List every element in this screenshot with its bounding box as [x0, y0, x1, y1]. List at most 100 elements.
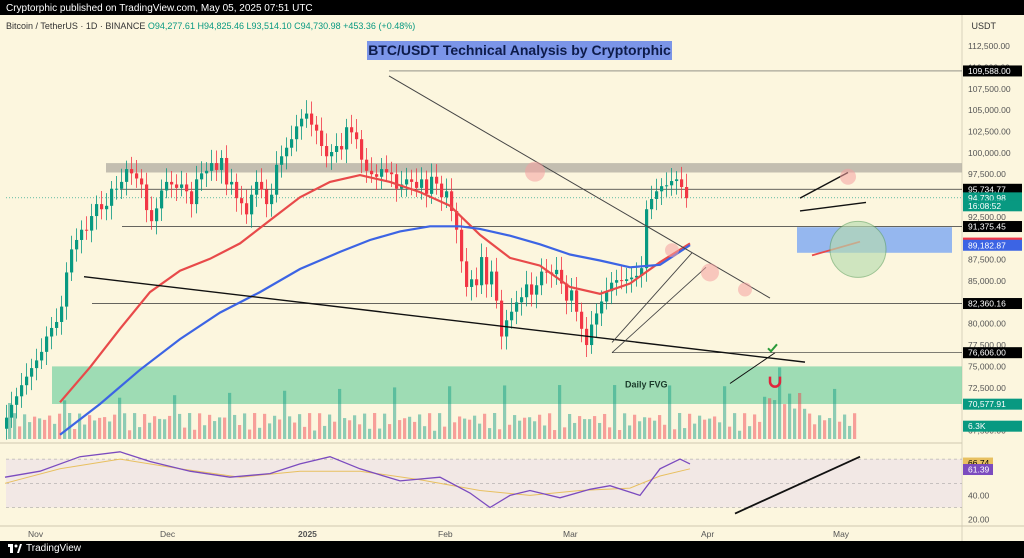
volume-bar	[33, 416, 37, 439]
candle-body	[605, 291, 609, 302]
volume-bar	[358, 424, 362, 439]
candle-body	[350, 127, 354, 133]
volume-bar	[473, 415, 477, 439]
rsi-trendline	[734, 455, 861, 515]
volume-bar	[798, 393, 802, 439]
candle-body	[580, 311, 584, 329]
volume-bar	[153, 416, 157, 439]
y-tick-label: 92,500.00	[968, 212, 1006, 222]
candle-body	[195, 179, 199, 205]
candles	[5, 100, 689, 440]
candle-body	[5, 417, 9, 429]
volume-bar	[318, 413, 322, 439]
symbol-legend[interactable]: Bitcoin / TetherUS · 1D · BINANCE O94,27…	[6, 21, 415, 31]
volume-bar	[273, 415, 277, 439]
candle-body	[30, 368, 34, 377]
candle-body	[520, 297, 524, 303]
candle-body	[475, 279, 479, 286]
candle-body	[555, 269, 559, 275]
high-value: H94,825.46	[197, 21, 245, 31]
candle-body	[230, 181, 234, 185]
candle-body	[35, 360, 39, 369]
volume-bar	[503, 385, 507, 439]
volume-bar	[533, 421, 537, 439]
volume-bar	[598, 422, 602, 439]
candle-body	[225, 157, 229, 185]
volume-bar	[188, 413, 192, 439]
volume-bar	[128, 430, 132, 439]
candle-body	[105, 205, 109, 210]
price-chart-svg[interactable]: Daily FVG112,500.00110,000.00107,500.001…	[0, 15, 1024, 541]
y-tick-label: 72,500.00	[968, 383, 1006, 393]
volume-bar	[843, 414, 847, 439]
volume-bar	[723, 386, 727, 439]
volume-bar	[853, 413, 857, 439]
candle-body	[380, 169, 384, 177]
volume-bar	[743, 413, 747, 439]
change-value: +453.36 (+0.48%)	[343, 21, 416, 31]
volume-bar	[428, 413, 432, 439]
candle-body	[255, 181, 259, 195]
open-value: O94,277.61	[147, 21, 195, 31]
volume-bar	[13, 413, 17, 439]
candle-body	[185, 184, 189, 192]
candle-body	[245, 203, 249, 215]
candle-body	[485, 257, 489, 285]
candle-body	[210, 163, 214, 171]
volume-bar	[783, 404, 787, 439]
price-tag-label: 91,375.45	[968, 222, 1006, 232]
volume-bar	[28, 422, 32, 439]
candle-body	[590, 324, 594, 346]
volume-bar	[148, 422, 152, 439]
volume-bar	[53, 423, 57, 439]
candle-body	[20, 385, 24, 397]
candle-body	[260, 181, 264, 190]
volume-bar	[498, 429, 502, 439]
candle-body	[120, 181, 124, 189]
price-tag-bg	[963, 420, 1022, 432]
candle-body	[395, 174, 399, 189]
chart-panel[interactable]: Daily FVG112,500.00110,000.00107,500.001…	[0, 15, 1024, 541]
volume-bar	[338, 388, 342, 439]
volume-bar	[768, 398, 772, 439]
currency-label[interactable]: USDT	[971, 21, 997, 31]
volume-bar	[208, 414, 212, 439]
candle-body	[170, 181, 174, 185]
candle-body	[165, 181, 169, 191]
volume-bar	[588, 419, 592, 439]
volume-bar	[203, 425, 207, 439]
candle-body	[435, 176, 439, 184]
candle-body	[640, 268, 644, 276]
brand[interactable]: TradingView	[8, 543, 81, 554]
candle-body	[85, 229, 89, 231]
volume-bar	[223, 417, 227, 439]
volume-bar	[548, 413, 552, 439]
candle-body	[360, 139, 364, 160]
candle-body	[310, 113, 314, 125]
y-tick-label: 112,500.00	[968, 41, 1010, 51]
candle-body	[530, 284, 534, 295]
ma-blue-line	[59, 225, 691, 436]
candle-body	[365, 159, 369, 171]
volume-bar	[118, 397, 122, 439]
volume-bar	[758, 421, 762, 439]
candle-body	[425, 179, 429, 194]
volume-bar	[433, 430, 437, 439]
volume-bar	[658, 415, 662, 439]
candle-body	[90, 216, 94, 231]
candle-body	[220, 157, 224, 170]
volume-bar	[8, 403, 12, 439]
volume-bar	[748, 426, 752, 439]
volume-bar	[583, 419, 587, 439]
target-circle	[829, 220, 887, 278]
chart-title: BTC/USDT Technical Analysis by Cryptorph…	[367, 41, 672, 60]
volume-bar	[413, 421, 417, 439]
volume-bar	[693, 423, 697, 439]
volume-bar	[663, 424, 667, 439]
price-tag-bg	[963, 347, 1022, 359]
candle-body	[235, 181, 239, 199]
candle-body	[420, 179, 424, 188]
volume-bar	[628, 425, 632, 439]
volume-bar	[633, 414, 637, 439]
volume-bar	[718, 422, 722, 439]
